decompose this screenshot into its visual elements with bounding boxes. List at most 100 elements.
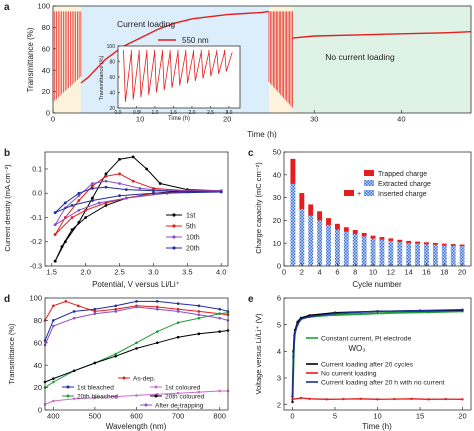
d-point-2: [218, 307, 221, 311]
panel-label-d: d: [4, 294, 10, 305]
c-legend-label: Inserted charge: [378, 191, 427, 198]
d-y-tick-label: 20: [34, 383, 42, 392]
a-x-tick-label: 0: [51, 115, 55, 124]
d-point-4: [135, 341, 138, 345]
a-y-ticks: 0 20 40 60 80 100: [37, 2, 56, 118]
c-bar-extracted: [424, 244, 429, 266]
e-legend-label: Constant current, Pt electrode: [321, 336, 412, 343]
d-point-1: [76, 304, 80, 308]
b-y-ticks: -0.3 -0.2 -0.1 0.0 0.1: [30, 166, 48, 270]
c-x-tick-label: 2: [300, 268, 304, 277]
b-point-5th: [104, 174, 108, 178]
b-point-5th: [77, 199, 81, 202]
a-x-ticks: 0 10 20 30 40: [51, 110, 406, 124]
a-inset-y-ticks: 20 40 60 80 100: [107, 44, 120, 112]
e-point-1: [427, 310, 430, 314]
d-y-tick-label: 60: [34, 338, 42, 347]
c-legend-plus: +: [357, 191, 361, 198]
c-x-tick-label: 20: [458, 268, 466, 277]
d-point-2: [72, 310, 76, 313]
c-bar-trapped: [370, 235, 376, 239]
e-point-3: [427, 398, 430, 401]
d-point-3: [197, 390, 201, 394]
d-point-3: [114, 395, 118, 398]
b-point-1st: [63, 240, 67, 244]
e-point-3: [342, 397, 345, 401]
a-inset-line: [123, 49, 233, 102]
d-series-lines: [43, 300, 230, 406]
e-point-3: [376, 398, 379, 401]
e-point-3: [325, 398, 328, 401]
a-annotation-current-loading: Current loading: [117, 19, 175, 29]
e-y-tick-label: 3: [277, 374, 281, 383]
a-x-tick-label: 10: [136, 115, 144, 124]
d-legend-label: After de-trapping: [155, 403, 204, 410]
c-x-tick-label: 6: [335, 268, 339, 277]
b-point-10th: [77, 208, 81, 212]
d-point-3: [93, 396, 97, 399]
e-point-3: [444, 397, 447, 401]
c-x-tick-label: 18: [440, 268, 448, 277]
b-point-10th: [104, 179, 108, 183]
d-legend-marker: [144, 403, 148, 407]
e-legend-label: Current loading after 20 cycles: [321, 362, 414, 369]
b-y-tick-label: -0.1: [30, 215, 42, 222]
c-bar-trapped: [415, 241, 421, 244]
e-point-2: [291, 400, 294, 404]
c-x-tick-label: 12: [387, 268, 395, 277]
d-y-tick-label: 100: [29, 294, 42, 303]
a-inset-x-tick-label: 0.0: [115, 110, 122, 116]
d-point-2: [52, 319, 55, 322]
e-series-lines: [291, 308, 464, 404]
c-bar-trapped: [441, 243, 447, 246]
e-x-tick-label: 10: [373, 412, 381, 421]
b-point-20th: [152, 191, 155, 195]
a-plot-frame: [52, 5, 472, 114]
d-y-tick-label: 80: [34, 316, 42, 325]
a-series-segment-1: [80, 10, 270, 84]
b-point-20th: [77, 191, 81, 195]
a-inset-y-tick-label: 60: [109, 75, 115, 81]
d-legend-marker: [154, 394, 158, 398]
c-bar-extracted: [432, 244, 438, 266]
d-legend-marker: [154, 385, 158, 389]
a-inset-y-axis-label: Transmittance (%): [99, 55, 105, 100]
c-y-tick-label: 10: [273, 239, 281, 248]
b-point-1st: [60, 245, 64, 248]
b-point-10th: [91, 182, 94, 185]
c-bar-extracted: [326, 224, 331, 266]
e-point-4: [291, 395, 294, 398]
e-point-3: [299, 396, 303, 400]
e-point-1: [359, 312, 362, 316]
d-point-1: [93, 310, 97, 313]
a-inset-y-tick-label: 100: [107, 44, 116, 50]
a-inset-y-tick-label: 20: [109, 106, 115, 112]
e-legend: Constant current, Pt electrode Current lo…: [306, 336, 445, 387]
c-bar-extracted: [290, 183, 296, 266]
b-point-10th: [124, 196, 128, 200]
b-x-tick-label: 2.0: [80, 268, 90, 277]
e-x-tick-label: 0: [290, 412, 294, 421]
d-point-1: [64, 300, 68, 303]
e-legend-label: No current loading: [321, 371, 377, 378]
d-point-5: [52, 377, 55, 380]
b-point-20th: [91, 199, 94, 202]
b-y-tick-label: 0.0: [32, 191, 42, 198]
d-y-tick-label: 40: [34, 361, 42, 370]
c-x-ticks: 0 2 4 6 8 10 12 14 16 18 20: [282, 263, 466, 277]
a-legend-label: 550 nm: [182, 36, 209, 45]
e-series-3: [292, 397, 463, 400]
c-bar-extracted: [415, 243, 421, 266]
e-point-4: [293, 331, 297, 334]
c-x-tick-label: 14: [404, 268, 412, 277]
b-legend-marker: [172, 235, 176, 239]
c-bar-trapped: [299, 193, 305, 209]
b-plot-frame: [44, 151, 229, 267]
b-legend: 1st 5th 10th 20th: [166, 213, 200, 253]
d-point-6: [176, 310, 180, 313]
c-bar-extracted: [379, 239, 385, 266]
d-point-1: [155, 305, 159, 309]
a-inset-y-tick-label: 40: [109, 90, 115, 96]
a-x-tick-label: 40: [397, 115, 405, 124]
